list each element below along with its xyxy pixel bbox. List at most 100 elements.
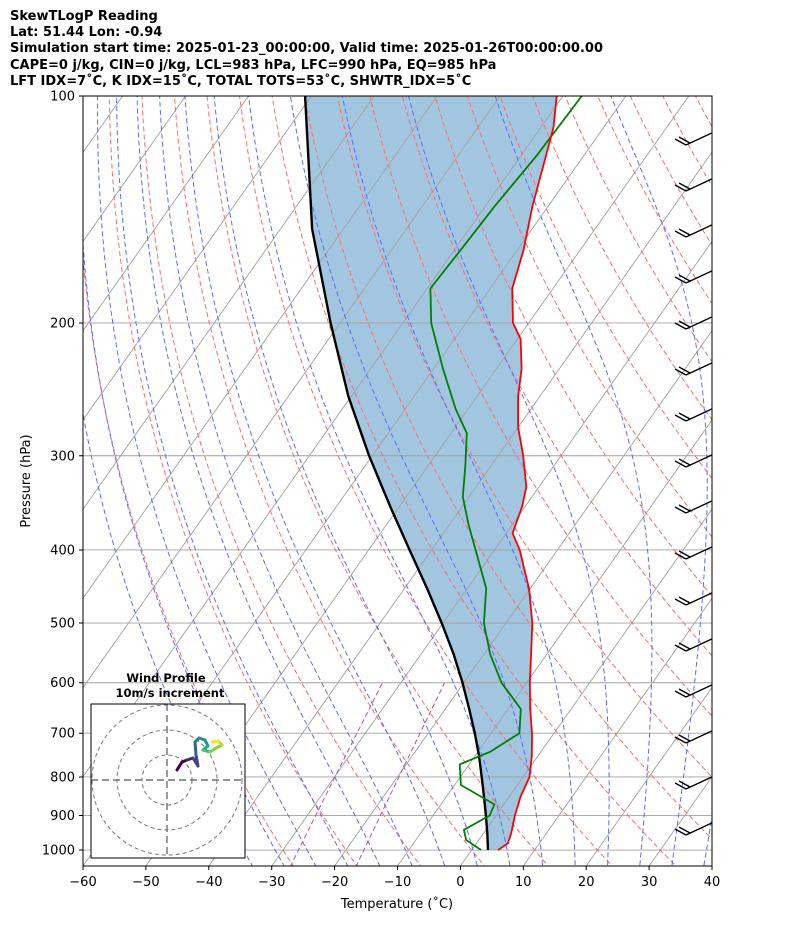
y-tick-label: 600 — [50, 676, 75, 691]
isotherm — [396, 419, 712, 866]
dry-adiabat — [532, 96, 712, 421]
wind-barb — [674, 178, 712, 192]
hodograph-segment — [210, 739, 220, 744]
isotherm — [83, 96, 438, 600]
wind-barb-flag — [674, 138, 687, 146]
wind-barb-flag — [678, 688, 691, 696]
moist-adiabat — [116, 96, 349, 866]
hodograph-area — [91, 704, 245, 858]
moist-adiabat — [248, 96, 511, 866]
mixing-ratio-line — [355, 682, 446, 866]
isotherm — [764, 61, 794, 881]
dry-adiabat — [773, 62, 794, 882]
wind-barb — [674, 684, 712, 698]
x-tick-label: −40 — [195, 875, 222, 890]
moist-adiabat — [136, 96, 381, 866]
wind-barb-flag — [674, 184, 687, 192]
isotherm — [83, 96, 501, 689]
wind-barb-shaft — [685, 592, 712, 606]
wind-barb — [674, 408, 712, 422]
wind-barb-flag — [678, 550, 691, 558]
wind-barb-shaft — [685, 224, 712, 238]
wind-barb — [674, 362, 712, 376]
isotherm — [585, 686, 712, 866]
moist-adiabat — [184, 96, 446, 866]
y-tick-label: 100 — [50, 90, 75, 105]
wind-barb-shaft — [685, 822, 712, 836]
wind-barb-flag — [678, 504, 691, 512]
dry-adiabat — [597, 96, 712, 305]
hodograph-segment — [175, 760, 184, 772]
wind-barb-shaft — [685, 362, 712, 376]
wind-barb — [674, 270, 712, 284]
dry-adiabat — [336, 96, 712, 778]
y-tick-label: 900 — [50, 809, 75, 824]
wind-barb — [674, 730, 712, 744]
moist-adiabat — [83, 410, 254, 866]
wind-barb-flag — [678, 734, 691, 742]
isotherm — [711, 865, 712, 866]
x-tick-label: 40 — [704, 875, 721, 890]
x-tick-label: −30 — [258, 875, 285, 890]
isotherm — [271, 240, 712, 866]
wind-barb — [674, 132, 712, 146]
isotherm — [83, 96, 187, 243]
dry-adiabat — [629, 96, 712, 246]
wind-barb-flag — [678, 826, 691, 834]
parcel-profile-line — [303, 96, 490, 851]
wind-barb — [674, 224, 712, 238]
x-tick-label: 20 — [578, 875, 595, 890]
temperature-line — [497, 96, 558, 851]
dry-adiabat — [499, 96, 712, 480]
wind-barb — [674, 822, 712, 836]
wind-barb-shaft — [685, 638, 712, 652]
dry-adiabat — [466, 96, 712, 538]
hodograph-segment — [194, 753, 200, 768]
isotherm — [83, 96, 312, 421]
isotherm — [83, 96, 375, 510]
wind-barb-shaft — [685, 546, 712, 560]
dry-adiabat — [694, 96, 712, 128]
y-tick-label: 800 — [50, 770, 75, 785]
isotherm — [0, 61, 21, 881]
y-tick-label: 200 — [50, 316, 75, 331]
mixing-ratio-line — [290, 682, 383, 866]
x-tick-label: 10 — [515, 875, 532, 890]
moist-adiabat — [289, 96, 544, 866]
wind-barb-shaft — [685, 316, 712, 330]
dry-adiabat — [108, 96, 358, 866]
wind-barb — [674, 454, 712, 468]
wind-barb-shaft — [685, 178, 712, 192]
isotherm — [459, 508, 712, 866]
dry-adiabat — [564, 96, 712, 363]
wind-profile-inset: Wind Profile 10m/s increment — [90, 671, 246, 859]
wind-barb — [674, 776, 712, 790]
moist-adiabat — [159, 96, 413, 866]
wind-barb-flag — [674, 552, 687, 560]
axes: −60 −50 −40 −30 −20 −10 0 10 20 30 40 1000 900 800 700… — [42, 90, 720, 891]
wind-barb-flag — [678, 412, 691, 420]
wind-barb-flag — [674, 690, 687, 698]
wind-barb-flag — [678, 458, 691, 466]
dewpoint-line — [429, 96, 583, 851]
y-axis-title: Pressure (hPa) — [19, 434, 34, 527]
wind-barb-flag — [678, 320, 691, 328]
wind-barb-flag — [678, 642, 691, 650]
wind-barb-flag — [674, 322, 687, 330]
isotherm — [83, 96, 250, 332]
wind-barb-flag — [674, 276, 687, 284]
hodograph-frame — [90, 703, 246, 859]
x-tick-label: −50 — [132, 875, 159, 890]
wind-barb-shaft — [685, 684, 712, 698]
wind-barb-flag — [674, 598, 687, 606]
wind-profile-subtitle: 10m/s increment — [116, 686, 225, 700]
wind-barb-flag — [674, 230, 687, 238]
dry-adiabat — [141, 96, 422, 866]
dry-adiabat — [173, 96, 486, 866]
wind-barb-flag — [678, 596, 691, 604]
x-tick-label: −60 — [69, 875, 96, 890]
wind-barb-flag — [674, 414, 687, 422]
dry-adiabat — [709, 62, 794, 882]
wind-profile-title: Wind Profile — [126, 671, 206, 685]
